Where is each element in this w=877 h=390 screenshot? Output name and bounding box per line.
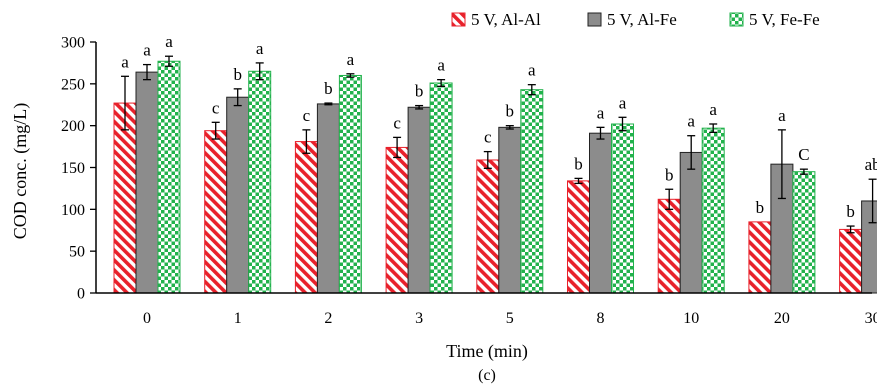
bar-5-v-al-fe-t10 (679, 151, 703, 294)
significance-letter: a (165, 32, 173, 51)
legend-label: 5 V, Al-Al (471, 10, 541, 29)
significance-letter: b (233, 65, 242, 84)
x-tick-label: 8 (597, 310, 605, 327)
bar-5-v-al-al-t30 (839, 228, 863, 294)
y-tick-label: 200 (61, 118, 85, 135)
y-tick-label: 300 (61, 35, 85, 52)
bar-5-v-al-al-t1 (204, 130, 228, 294)
bars-layer (113, 55, 877, 294)
bar-5-v-fe-fe-t1 (248, 70, 272, 294)
significance-letter: a (121, 52, 129, 71)
x-tick-label: 0 (143, 310, 151, 327)
bar-5-v-al-al-t2 (294, 141, 318, 294)
legend: 5 V, Al-Al 5 V, Al-Fe 5 V, Fe-Fe (451, 10, 820, 29)
significance-letter: a (619, 93, 627, 112)
legend-swatch (451, 12, 466, 27)
x-tick-label: 3 (415, 310, 423, 327)
bar-5-v-al-al-t8 (567, 180, 590, 294)
bar-5-v-al-al-t10 (657, 198, 681, 294)
legend-label: 5 V, Al-Fe (607, 10, 677, 29)
y-tick-label: 50 (69, 244, 85, 261)
significance-letter: ab (865, 155, 877, 174)
x-tick-label: 10 (683, 310, 699, 327)
significance-letter: c (212, 98, 220, 117)
bar-5-v-fe-fe-t3 (429, 82, 453, 294)
y-tick-label: 150 (61, 160, 85, 177)
figure-caption: (c) (478, 367, 496, 384)
significance-letter: a (709, 100, 717, 119)
labels-layer: aaa0cba1cba2cba3cba5baa8baa10baC20baba30… (61, 32, 877, 327)
significance-letter: a (437, 56, 445, 75)
y-axis-title: COD conc. (mg/L) (10, 103, 31, 239)
y-tick-label: 0 (77, 286, 85, 303)
significance-letter: b (506, 102, 515, 121)
significance-letter: C (798, 145, 809, 164)
bar-5-v-al-al-t20 (748, 221, 772, 294)
bar-5-v-al-al-t0 (113, 102, 137, 294)
significance-letter: a (778, 106, 786, 125)
bar-5-v-fe-fe-t10 (701, 127, 725, 294)
bar-5-v-al-fe-t3 (407, 106, 431, 294)
x-tick-label: 1 (234, 310, 242, 327)
bar-5-v-fe-fe-t0 (157, 60, 181, 294)
significance-letter: a (597, 103, 605, 122)
legend-swatch (729, 12, 744, 27)
x-tick-label: 20 (774, 310, 790, 327)
x-tick-label: 2 (324, 310, 332, 327)
y-tick-label: 100 (61, 202, 85, 219)
bar-5-v-fe-fe-t5 (520, 89, 544, 294)
legend-label: 5 V, Fe-Fe (749, 10, 820, 29)
y-tick-label: 250 (61, 76, 85, 93)
significance-letter: b (846, 202, 855, 221)
significance-letter: a (528, 61, 536, 80)
significance-letter: b (756, 198, 765, 217)
significance-letter: b (665, 165, 674, 184)
bar-5-v-fe-fe-t2 (338, 74, 362, 294)
legend-swatch (587, 12, 602, 27)
significance-letter: b (415, 82, 424, 101)
bar-5-v-al-fe-t30 (861, 200, 877, 294)
bar-5-v-al-al-t5 (476, 159, 500, 294)
significance-letter: c (393, 113, 401, 132)
bar-5-v-al-fe-t5 (498, 126, 522, 294)
bar-5-v-al-fe-t0 (135, 71, 159, 294)
significance-letter: c (484, 128, 492, 147)
x-axis-title: Time (min) (446, 341, 528, 362)
significance-letter: c (303, 106, 311, 125)
significance-letter: a (347, 50, 355, 69)
bar-5-v-fe-fe-t20 (792, 171, 816, 294)
significance-letter: b (324, 79, 333, 98)
bar-5-v-al-fe-t2 (316, 103, 340, 294)
significance-letter: b (574, 154, 583, 173)
bar-5-v-al-al-t3 (385, 146, 409, 294)
bar-5-v-al-fe-t1 (226, 96, 250, 294)
bar-5-v-al-fe-t8 (589, 132, 612, 294)
significance-letter: a (687, 112, 695, 131)
bar-5-v-fe-fe-t8 (611, 123, 634, 294)
significance-letter: a (256, 39, 264, 58)
axes-layer (90, 41, 872, 294)
x-tick-label: 5 (506, 310, 514, 327)
x-tick-label: 30 (865, 310, 877, 327)
significance-letter: a (143, 41, 151, 60)
